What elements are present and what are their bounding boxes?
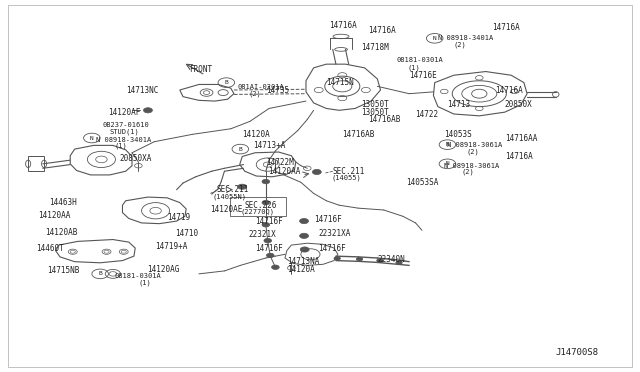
Text: 14120A: 14120A [287,264,315,273]
Text: STUD(1): STUD(1) [109,128,140,135]
Circle shape [312,169,321,174]
Text: B: B [239,147,242,151]
Text: N 08918-3401A: N 08918-3401A [438,35,493,41]
Text: (1): (1) [408,65,420,71]
Text: 14713NA: 14713NA [287,257,319,266]
Text: 14719: 14719 [167,213,190,222]
Text: 14716F: 14716F [255,244,283,253]
Text: (14055N): (14055N) [213,193,247,200]
Text: FRONT: FRONT [189,65,212,74]
Text: B: B [225,80,228,85]
Circle shape [238,184,246,189]
Text: (1): (1) [138,279,151,286]
Text: 14460T: 14460T [36,244,64,253]
Text: 14463H: 14463H [49,198,77,207]
Text: 20850X: 20850X [505,100,532,109]
Text: 14735: 14735 [266,86,289,94]
Text: 14713NC: 14713NC [125,86,158,94]
Text: 14716AB: 14716AB [368,115,400,124]
Text: 13050T: 13050T [362,100,389,109]
Text: N: N [433,36,436,41]
Circle shape [264,238,271,243]
Text: 14716A: 14716A [495,86,523,94]
Text: 14713+A: 14713+A [253,141,285,150]
Text: 13050T: 13050T [362,108,389,117]
Text: (2): (2) [467,148,479,154]
Text: 14120A: 14120A [243,130,270,139]
Circle shape [356,257,363,261]
Text: 14716A: 14716A [492,23,520,32]
Text: 22321XA: 22321XA [318,230,351,238]
Text: 14716A: 14716A [505,152,532,161]
Text: 14120AA: 14120AA [38,211,71,220]
Text: 14053S: 14053S [444,130,472,139]
Circle shape [262,179,269,184]
Text: 14715N: 14715N [326,78,354,87]
Text: 14716F: 14716F [314,215,341,224]
Text: 14716AB: 14716AB [342,130,374,139]
Text: N: N [445,161,449,166]
Text: 14713: 14713 [447,100,470,109]
Text: SEC.211: SEC.211 [217,185,249,194]
Circle shape [271,265,279,269]
Text: (22770Q): (22770Q) [241,209,275,215]
Circle shape [377,259,383,262]
Circle shape [262,201,269,205]
Text: N 08918-3401A: N 08918-3401A [96,137,151,143]
Text: (2): (2) [248,90,261,97]
Text: 22340N: 22340N [378,255,405,264]
Text: J14700S8: J14700S8 [556,349,599,357]
Text: (14055): (14055) [332,174,361,181]
Text: (1): (1) [115,143,127,150]
Text: 08181-0301A: 08181-0301A [115,273,161,279]
Text: 14120AA: 14120AA [268,167,300,176]
Text: 14120AF: 14120AF [108,108,141,117]
Text: 14120AG: 14120AG [147,264,179,273]
Circle shape [266,253,274,258]
Text: 081AI-0201A: 081AI-0201A [237,84,284,90]
Text: 08181-0301A: 08181-0301A [396,57,444,64]
Text: SEC.211: SEC.211 [333,167,365,176]
Text: 14716AA: 14716AA [505,134,537,142]
Text: 14716A: 14716A [330,21,357,30]
Text: 0B237-01610: 0B237-01610 [102,122,149,128]
Text: 14715NB: 14715NB [47,266,79,275]
Text: 14716F: 14716F [318,244,346,253]
Text: 14710: 14710 [175,230,198,238]
Text: 14722: 14722 [415,109,438,119]
Text: 14053SA: 14053SA [406,178,438,187]
Circle shape [300,218,308,224]
Circle shape [334,257,340,260]
Text: N 08918-3061A: N 08918-3061A [444,163,499,169]
Circle shape [262,222,269,227]
Circle shape [143,108,152,113]
Text: 20850XA: 20850XA [119,154,152,163]
Text: SEC.226: SEC.226 [245,201,277,210]
Text: 14716A: 14716A [368,26,396,35]
Text: N 08918-3061A: N 08918-3061A [447,142,502,148]
Text: B: B [99,272,102,276]
Bar [230,197,285,216]
Text: 14716F: 14716F [255,217,283,225]
Text: 14718M: 14718M [362,43,389,52]
Text: (2): (2) [461,169,474,175]
Text: 22321X: 22321X [248,230,276,239]
Text: 14120AB: 14120AB [45,228,77,237]
Text: 14722M: 14722M [266,157,294,167]
Text: N: N [90,135,93,141]
Text: 14719+A: 14719+A [156,243,188,251]
Text: (2): (2) [454,42,467,48]
Circle shape [300,247,309,252]
Text: N: N [445,142,449,147]
Text: 14716E: 14716E [409,71,437,80]
Circle shape [396,261,402,264]
Circle shape [300,233,308,238]
Text: 14120AE: 14120AE [211,205,243,215]
Bar [28,157,44,171]
